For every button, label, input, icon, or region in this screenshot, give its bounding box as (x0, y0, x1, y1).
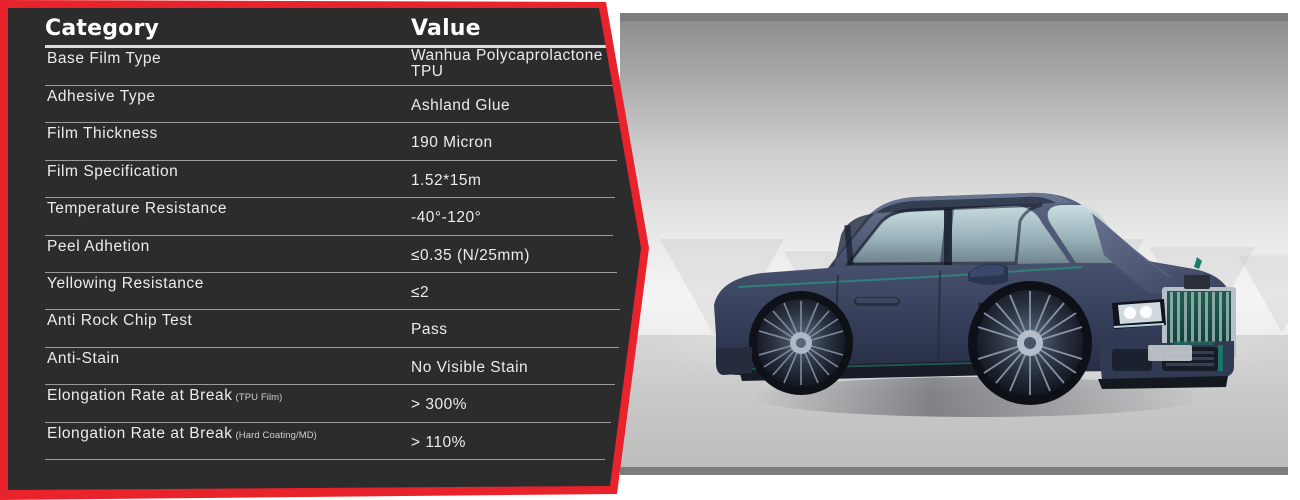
row-divider (45, 384, 615, 386)
row-category-label: Base Film Type (47, 50, 162, 67)
table-row: Film Specification 1.52*15m (33, 161, 623, 199)
table-row: Peel Adhetion ≤0.35 (N/25mm) (33, 236, 623, 273)
vehicle-photo-panel (620, 13, 1288, 475)
row-category-label: Film Specification (47, 162, 179, 180)
table-row: Temperature Resistance -40°-120° (33, 198, 623, 236)
spec-table-panel: Category Value Base Film Type Wanhua Poly… (8, 8, 641, 490)
table-row: Base Film Type Wanhua Polycaprolactone TP… (33, 48, 623, 86)
table-row: Anti Rock Chip Test Pass (33, 310, 623, 348)
row-divider (45, 85, 621, 86)
row-category-label: Adhesive Type (47, 88, 156, 105)
row-category-label: Temperature Resistance (47, 200, 228, 218)
spec-table: Category Value Base Film Type Wanhua Poly… (33, 12, 623, 460)
header-category: Category (45, 16, 160, 41)
row-value: ≤0.35 (N/25mm) (411, 246, 530, 264)
row-divider (45, 458, 605, 460)
row-category-label: Elongation Rate at Break (TPU Film) (47, 387, 283, 405)
spec-table-red-frame: Category Value Base Film Type Wanhua Poly… (0, 0, 649, 500)
row-value: Pass (411, 321, 448, 339)
row-value: -40°-120° (411, 209, 482, 227)
header-value: Value (411, 16, 481, 41)
row-divider (45, 122, 619, 124)
row-value: Ashland Glue (411, 97, 511, 114)
row-divider (45, 234, 613, 236)
row-category-label: Anti Rock Chip Test (47, 312, 193, 330)
row-value: 190 Micron (411, 134, 493, 152)
header-underline (45, 45, 621, 48)
table-row: Film Thickness 190 Micron (33, 123, 623, 161)
row-divider (45, 421, 611, 423)
row-category-label: Yellowing Resistance (47, 274, 204, 292)
table-row: Elongation Rate at Break (Hard Coating/MD… (33, 423, 623, 460)
row-value: No Visible Stain (411, 358, 529, 376)
row-value: ≤2 (411, 283, 430, 301)
rolls-royce-cullinan-car (678, 135, 1258, 425)
row-category-note: (TPU Film) (235, 392, 283, 404)
row-category-note: (Hard Coating/MD) (235, 429, 317, 441)
table-row: Adhesive Type Ashland Glue (33, 86, 623, 124)
row-category-label: Film Thickness (47, 125, 158, 143)
table-row: Anti-Stain No Visible Stain (33, 348, 623, 386)
row-category-label: Peel Adhetion (47, 237, 150, 255)
spec-table-header-row: Category Value (33, 12, 623, 48)
row-divider (45, 271, 617, 273)
row-category-label: Anti-Stain (47, 349, 120, 367)
table-row: Yellowing Resistance ≤2 (33, 273, 623, 311)
row-divider (45, 309, 620, 311)
row-value: Wanhua Polycaprolactone TPU (411, 47, 603, 80)
spec-table-body: Base Film Type Wanhua Polycaprolactone TP… (33, 48, 623, 460)
row-divider (45, 346, 619, 348)
row-value: 1.52*15m (411, 171, 482, 189)
vehicle-photo (620, 21, 1288, 467)
row-divider (45, 159, 617, 161)
row-value: > 300% (411, 396, 468, 414)
row-value: > 110% (411, 433, 466, 451)
row-category-label: Elongation Rate at Break (Hard Coating/MD… (47, 424, 317, 442)
row-divider (45, 197, 615, 199)
table-row: Elongation Rate at Break (TPU Film) > 300% (33, 385, 623, 423)
